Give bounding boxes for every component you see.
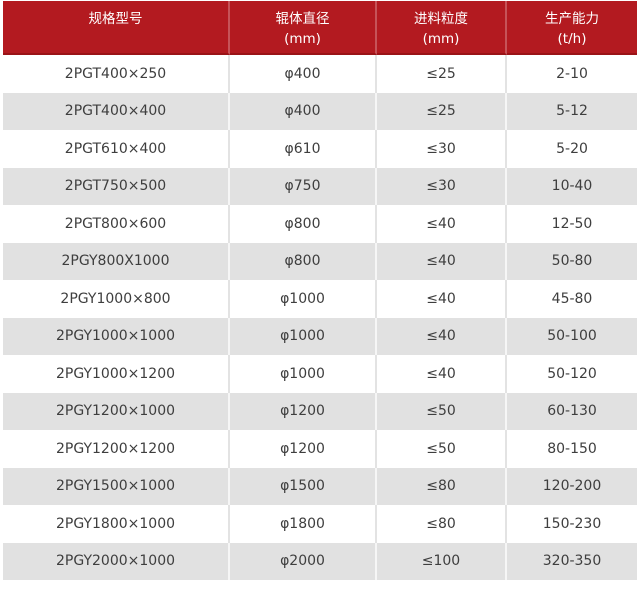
header-label: 辊体直径: [275, 11, 330, 27]
roller-diameter-cell: φ400: [230, 92, 377, 130]
roller-diameter-cell: φ2000: [230, 542, 377, 580]
roller-diameter-cell: φ610: [230, 130, 377, 168]
model-cell: 2PGT800×600: [3, 205, 230, 243]
header-feed-size-column: 进料粒度 (mm): [377, 1, 507, 55]
header-unit: [3, 29, 228, 49]
feed-size-cell: ≤25: [377, 92, 507, 130]
feed-size-cell: ≤40: [377, 205, 507, 243]
feed-size-cell: ≤50: [377, 392, 507, 430]
header-unit: (mm): [422, 31, 460, 47]
header-unit: (t/h): [557, 31, 587, 47]
header-label: 规格型号: [88, 11, 143, 27]
header-row: 规格型号 辊体直径 (mm) 进料粒度 (mm) 生产能力 (t/h): [3, 1, 637, 55]
header-label: 生产能力: [545, 11, 599, 27]
table-body: 2PGT400×250 φ400 ≤25 2-10 2PGT400×400 φ4…: [3, 55, 637, 580]
roller-diameter-cell: φ1200: [230, 430, 377, 468]
roller-diameter-cell: φ1200: [230, 392, 377, 430]
feed-size-cell: ≤40: [377, 355, 507, 393]
roller-diameter-cell: φ800: [230, 242, 377, 280]
model-cell: 2PGY1200×1200: [3, 430, 230, 468]
roller-diameter-cell: φ800: [230, 205, 377, 243]
table-row: 2PGY1000×800 φ1000 ≤40 45-80: [3, 280, 637, 318]
capacity-cell: 60-130: [547, 403, 597, 420]
table-header: 规格型号 辊体直径 (mm) 进料粒度 (mm) 生产能力 (t/h): [3, 1, 637, 55]
header-roller-diameter-column: 辊体直径 (mm): [230, 1, 377, 55]
feed-size-cell: ≤40: [377, 317, 507, 355]
table-row: 2PGY1200×1200 φ1200 ≤50 80-150: [3, 430, 637, 468]
feed-size-cell: ≤40: [377, 242, 507, 280]
roller-diameter-cell: φ1000: [230, 280, 377, 318]
model-cell: 2PGY800X1000: [3, 242, 230, 280]
model-cell: 2PGT400×250: [3, 55, 230, 93]
feed-size-cell: ≤30: [377, 167, 507, 205]
feed-size-cell: ≤25: [377, 55, 507, 93]
feed-size-cell: ≤80: [377, 505, 507, 543]
table-row: 2PGT800×600 φ800 ≤40 12-50: [3, 205, 637, 243]
table-row: 2PGY1500×1000 φ1500 ≤80 120-200: [3, 467, 637, 505]
feed-size-cell: ≤100: [377, 542, 507, 580]
capacity-cell: 5-20: [556, 140, 588, 157]
roller-diameter-cell: φ750: [230, 167, 377, 205]
feed-size-cell: ≤40: [377, 280, 507, 318]
table-row: 2PGY1000×1200 φ1000 ≤40 50-120: [3, 355, 637, 393]
table-row: 2PGT610×400 φ610 ≤30 5-20: [3, 130, 637, 168]
roller-diameter-cell: φ1500: [230, 467, 377, 505]
feed-size-cell: ≤30: [377, 130, 507, 168]
model-cell: 2PGY1800×1000: [3, 505, 230, 543]
capacity-cell: 12-50: [551, 215, 593, 232]
capacity-cell: 2-10: [556, 65, 588, 82]
table-row: 2PGT750×500 φ750 ≤30 10-40: [3, 167, 637, 205]
capacity-cell: 5-12: [556, 103, 588, 120]
capacity-cell: 150-230: [542, 515, 602, 532]
header-label: 进料粒度: [414, 11, 468, 27]
roller-diameter-cell: φ1000: [230, 355, 377, 393]
feed-size-cell: ≤50: [377, 430, 507, 468]
table-row: 2PGY2000×1000 φ2000 ≤100 320-350: [3, 542, 637, 580]
feed-size-cell: ≤80: [377, 467, 507, 505]
model-cell: 2PGT750×500: [3, 167, 230, 205]
table-row: 2PGY1200×1000 φ1200 ≤50 60-130: [3, 392, 637, 430]
header-unit: (mm): [284, 31, 321, 47]
table-row: 2PGT400×250 φ400 ≤25 2-10: [3, 55, 637, 93]
capacity-cell: 320-350: [542, 553, 602, 570]
roller-diameter-cell: φ1000: [230, 317, 377, 355]
model-cell: 2PGY1200×1000: [3, 392, 230, 430]
table-row: 2PGY1800×1000 φ1800 ≤80 150-230: [3, 505, 637, 543]
capacity-cell: 50-100: [547, 328, 597, 345]
model-cell: 2PGY2000×1000: [3, 542, 230, 580]
capacity-cell: 45-80: [551, 290, 593, 307]
model-cell: 2PGY1000×800: [3, 280, 230, 318]
model-cell: 2PGY1000×1000: [3, 317, 230, 355]
capacity-cell: 50-120: [547, 365, 597, 382]
capacity-cell: 50-80: [551, 253, 593, 270]
table-row: 2PGY1000×1000 φ1000 ≤40 50-100: [3, 317, 637, 355]
model-cell: 2PGT610×400: [3, 130, 230, 168]
capacity-cell: 80-150: [547, 440, 597, 457]
model-cell: 2PGT400×400: [3, 92, 230, 130]
table-row: 2PGY800X1000 φ800 ≤40 50-80: [3, 242, 637, 280]
model-cell: 2PGY1000×1200: [3, 355, 230, 393]
header-model-column: 规格型号: [3, 1, 230, 55]
capacity-cell: 10-40: [551, 178, 593, 195]
roller-diameter-cell: φ1800: [230, 505, 377, 543]
spec-table: 规格型号 辊体直径 (mm) 进料粒度 (mm) 生产能力 (t/h) 2PGT…: [3, 1, 637, 580]
model-cell: 2PGY1500×1000: [3, 467, 230, 505]
capacity-cell: 120-200: [542, 478, 602, 495]
roller-diameter-cell: φ400: [230, 55, 377, 93]
table-row: 2PGT400×400 φ400 ≤25 5-12: [3, 92, 637, 130]
header-capacity-column: 生产能力 (t/h): [507, 1, 637, 55]
